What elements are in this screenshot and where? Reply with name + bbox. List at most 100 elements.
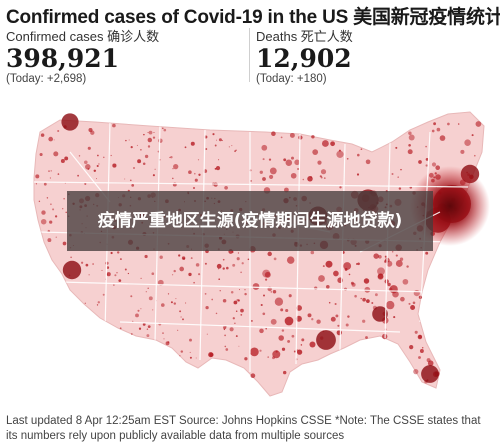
county-bubble — [228, 146, 230, 148]
county-bubble — [366, 299, 370, 303]
county-bubble — [418, 356, 421, 359]
county-bubble — [337, 324, 340, 327]
county-bubble — [215, 166, 221, 171]
county-bubble — [235, 310, 238, 312]
county-bubble — [284, 316, 294, 326]
county-bubble — [402, 278, 409, 285]
county-bubble — [287, 339, 291, 343]
county-bubble — [188, 170, 192, 174]
state-border-line — [59, 281, 431, 293]
county-bubble — [320, 169, 327, 175]
county-bubble — [232, 263, 236, 267]
county-bubble — [190, 141, 195, 146]
county-bubble — [365, 336, 368, 339]
county-bubble — [113, 284, 115, 286]
county-bubble — [87, 146, 91, 150]
county-bubble — [310, 176, 313, 178]
county-bubble — [351, 282, 356, 287]
county-bubble — [407, 149, 413, 155]
county-bubble — [268, 158, 272, 161]
county-bubble — [128, 139, 130, 141]
county-bubble — [88, 274, 90, 276]
county-bubble — [92, 263, 94, 265]
county-bubble — [77, 174, 79, 177]
county-bubble — [391, 250, 394, 253]
county-bubble — [85, 263, 89, 267]
county-bubble — [189, 356, 192, 359]
county-bubble — [84, 160, 88, 165]
county-bubble — [124, 268, 127, 271]
county-bubble — [96, 178, 97, 180]
county-bubble — [296, 305, 303, 311]
county-bubble — [50, 170, 52, 172]
county-bubble — [50, 203, 52, 206]
county-bubble — [140, 308, 142, 310]
county-bubble — [398, 187, 402, 190]
county-bubble — [300, 344, 303, 346]
us-map-svg — [33, 111, 490, 397]
county-bubble — [317, 160, 322, 165]
county-bubble — [204, 262, 207, 265]
county-bubble — [65, 211, 67, 214]
county-bubble — [218, 159, 220, 161]
county-bubble — [474, 154, 476, 157]
county-bubble — [335, 314, 339, 318]
county-bubble — [152, 136, 156, 139]
county-bubble — [184, 146, 187, 149]
county-bubble — [215, 312, 218, 315]
county-bubble — [285, 308, 289, 313]
county-bubble — [475, 121, 482, 127]
county-bubble — [240, 271, 242, 274]
county-bubble — [173, 302, 176, 305]
county-bubble — [43, 182, 47, 186]
county-bubble — [48, 170, 50, 172]
county-bubble — [425, 145, 427, 148]
county-bubble — [216, 263, 222, 269]
county-bubble — [106, 266, 110, 269]
county-bubble — [247, 258, 250, 261]
county-bubble — [286, 256, 295, 264]
county-bubble — [378, 254, 382, 259]
county-bubble — [49, 177, 52, 179]
hotspot-bubble — [62, 260, 82, 280]
county-bubble — [147, 131, 149, 134]
county-bubble — [206, 333, 208, 335]
county-bubble — [346, 157, 349, 160]
county-bubble — [330, 141, 335, 147]
county-bubble — [180, 316, 182, 318]
county-bubble — [262, 158, 265, 161]
county-bubble — [330, 316, 336, 322]
county-bubble — [161, 127, 164, 130]
county-bubble — [102, 293, 105, 296]
county-bubble — [78, 155, 81, 157]
county-bubble — [158, 138, 163, 143]
county-bubble — [48, 136, 54, 142]
county-bubble — [144, 154, 149, 159]
hotspot-bubble — [421, 365, 439, 383]
county-bubble — [419, 349, 424, 353]
county-bubble — [35, 174, 40, 179]
county-bubble — [336, 150, 344, 158]
county-bubble — [389, 285, 398, 294]
county-bubble — [237, 252, 239, 254]
county-bubble — [137, 309, 140, 312]
county-bubble — [433, 122, 437, 126]
county-bubble — [236, 257, 240, 261]
county-bubble — [57, 173, 60, 175]
county-bubble — [80, 261, 84, 264]
county-bubble — [406, 265, 409, 268]
county-bubble — [460, 149, 465, 154]
county-bubble — [163, 128, 167, 132]
county-bubble — [356, 173, 360, 176]
county-bubble — [148, 296, 153, 301]
county-bubble — [412, 301, 416, 305]
county-bubble — [138, 327, 142, 330]
county-bubble — [365, 159, 371, 165]
county-bubble — [413, 290, 420, 297]
county-bubble — [395, 254, 398, 257]
county-bubble — [322, 265, 325, 268]
county-bubble — [103, 156, 105, 159]
county-bubble — [400, 168, 402, 171]
county-bubble — [41, 210, 46, 215]
county-bubble — [425, 164, 428, 167]
